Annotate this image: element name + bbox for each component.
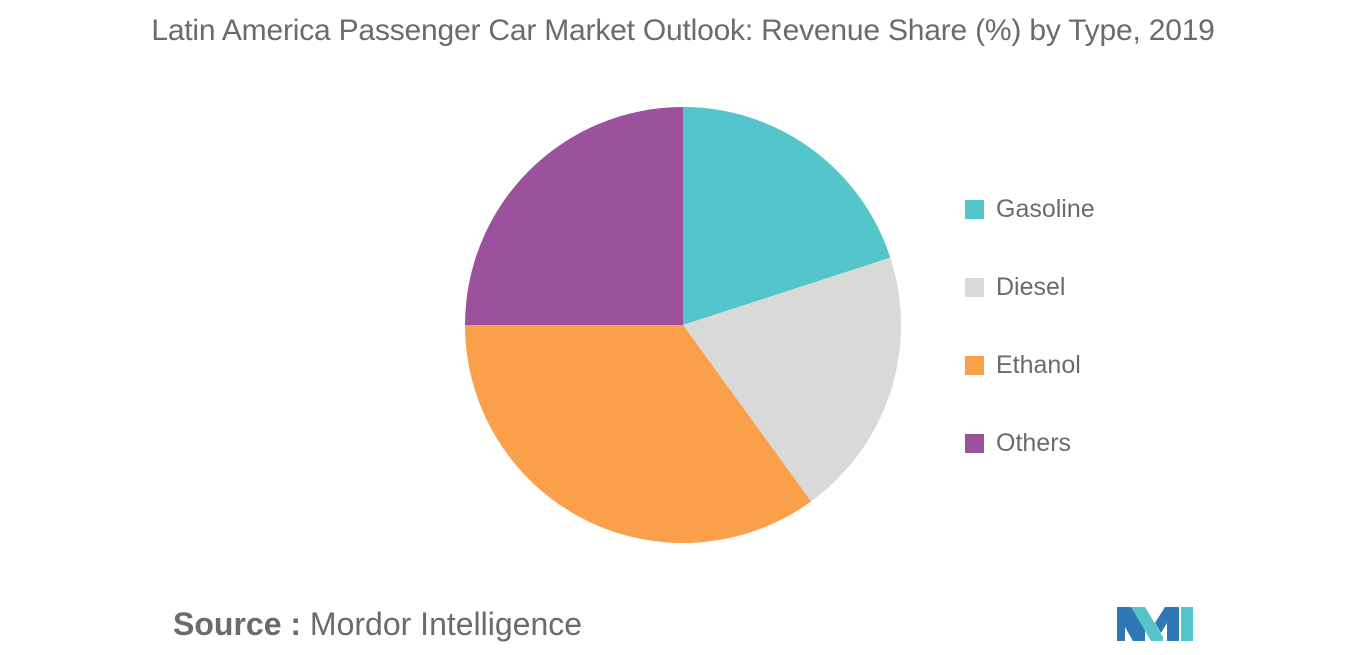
legend: Gasoline Diesel Ethanol Others (965, 192, 1095, 504)
mordor-intelligence-logo-icon (1117, 607, 1193, 641)
logo-shape-4 (1181, 607, 1193, 641)
legend-swatch-others (965, 434, 984, 453)
logo-shape-2 (1131, 607, 1163, 641)
legend-swatch-gasoline (965, 200, 984, 219)
source-note: Source : Mordor Intelligence (173, 606, 582, 643)
legend-label-ethanol: Ethanol (996, 351, 1081, 379)
legend-item-gasoline: Gasoline (965, 192, 1095, 270)
source-prefix: Source : (173, 606, 302, 642)
pie-slice-ethanol (465, 325, 812, 543)
logo-shape-1 (1117, 607, 1145, 641)
pie-slice-gasoline (683, 107, 891, 325)
legend-swatch-ethanol (965, 356, 984, 375)
source-name: Mordor Intelligence (309, 606, 583, 642)
legend-item-others: Others (965, 426, 1095, 504)
legend-label-gasoline: Gasoline (996, 195, 1095, 223)
legend-label-diesel: Diesel (996, 273, 1066, 301)
chart-title: Latin America Passenger Car Market Outlo… (151, 14, 1215, 47)
pie-slice-others (465, 107, 683, 325)
pie-slice-diesel (683, 257, 901, 502)
legend-label-others: Others (996, 429, 1072, 457)
legend-item-diesel: Diesel (965, 270, 1095, 348)
legend-item-ethanol: Ethanol (965, 348, 1095, 426)
legend-swatch-diesel (965, 278, 984, 297)
logo-shape-3 (1155, 607, 1179, 641)
